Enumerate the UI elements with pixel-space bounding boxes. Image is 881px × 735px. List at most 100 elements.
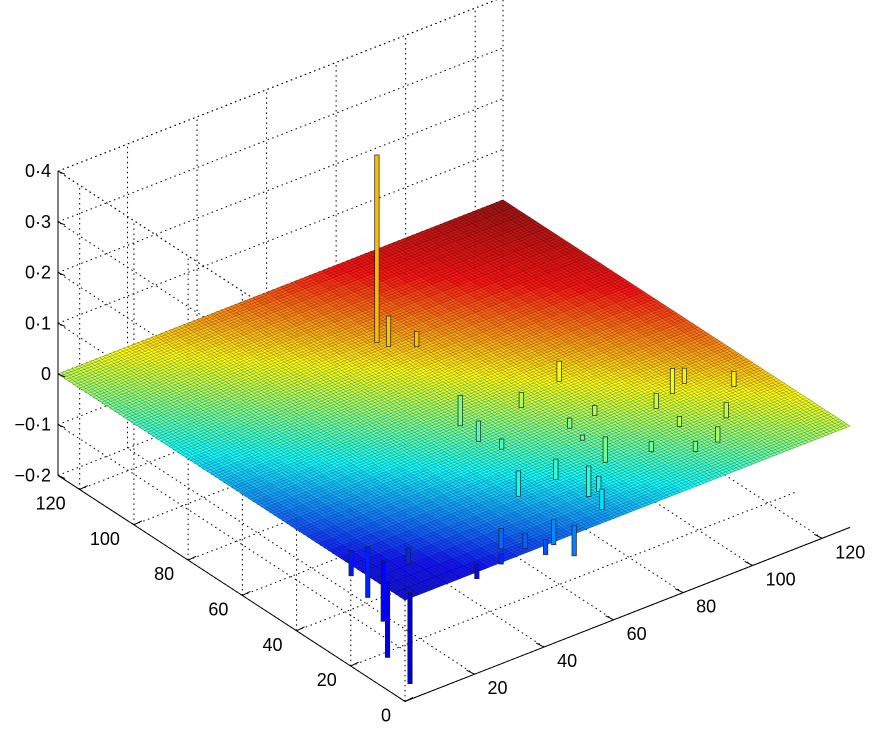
y-tick-label: 120 <box>36 494 66 514</box>
mesh-line <box>87 219 533 394</box>
mesh-line <box>147 258 593 433</box>
mesh-line <box>133 249 579 424</box>
mesh-line <box>204 295 650 470</box>
y-tick-label: 40 <box>263 635 283 655</box>
mesh-line <box>141 254 588 429</box>
mesh-line <box>367 252 715 480</box>
mesh-line <box>283 285 632 512</box>
mesh-line <box>93 222 539 398</box>
mesh-line <box>90 220 536 396</box>
mesh-line <box>499 201 847 428</box>
spike-bar <box>586 465 592 497</box>
mesh-line <box>98 226 544 401</box>
mesh-line <box>482 207 830 435</box>
mesh-line <box>398 240 746 467</box>
z-tick-label: 0·1 <box>25 313 51 333</box>
mesh-line <box>495 202 844 429</box>
x-tick-label: 20 <box>488 678 508 698</box>
mesh-line <box>57 199 504 375</box>
mesh-line <box>443 222 792 450</box>
x-tick-mark <box>744 561 753 566</box>
mesh-line <box>415 233 764 461</box>
mesh-line <box>332 266 680 493</box>
mesh-line <box>384 246 732 473</box>
mesh-line <box>412 235 760 462</box>
y-tick-label: 100 <box>90 529 120 549</box>
y-tick-label: 80 <box>154 564 174 584</box>
spike-bar <box>653 392 659 409</box>
mesh-line <box>182 281 628 456</box>
y-axis-ticks: 0 20 40 60 80 100 120 <box>36 485 414 725</box>
spike-bar <box>365 546 371 598</box>
spike-bar <box>571 525 577 557</box>
mesh-line <box>215 302 661 477</box>
spike-bar <box>498 528 504 550</box>
mesh-line <box>212 300 658 475</box>
mesh-line <box>304 277 652 504</box>
z-tick-label: 0 <box>41 364 51 384</box>
z-tick-label: −0·2 <box>14 465 51 485</box>
mesh-line <box>370 251 719 478</box>
spike-bar <box>348 550 354 577</box>
mesh-line <box>109 233 555 408</box>
mesh-line <box>79 213 525 389</box>
mesh-line <box>152 261 598 437</box>
mesh-line <box>71 208 517 384</box>
z-tick-mark <box>57 322 66 327</box>
mesh-line <box>190 286 636 461</box>
mesh-line <box>395 241 743 469</box>
mesh-line <box>447 221 795 448</box>
y-axis-line <box>57 474 406 702</box>
spike-bar <box>474 563 480 579</box>
spike-bar <box>602 436 608 463</box>
mesh-line <box>464 214 812 442</box>
spike-bar <box>374 154 380 343</box>
mesh-line <box>325 269 673 496</box>
mesh-line <box>185 282 631 458</box>
spike-bar <box>731 371 737 387</box>
y-tick-label: 60 <box>208 599 228 619</box>
mesh-line <box>207 296 653 472</box>
mesh-line <box>342 262 691 489</box>
spike-bar <box>457 395 463 427</box>
spike-bar <box>522 532 528 549</box>
mesh-line <box>231 312 677 488</box>
y-tick-label: 0 <box>381 705 391 725</box>
z-tick-mark <box>57 221 66 226</box>
spike-bar <box>515 470 521 497</box>
spike-bar <box>681 367 687 384</box>
z-tick-mark <box>57 272 66 277</box>
z-tick-label: 0·3 <box>25 212 51 232</box>
mesh-line <box>117 238 563 414</box>
mesh-line <box>478 209 826 436</box>
spike-bar <box>669 368 675 395</box>
right-wall-grid-line <box>57 0 498 172</box>
top-edge <box>57 0 498 172</box>
mesh-line <box>66 205 512 380</box>
mesh-line <box>160 266 607 442</box>
mesh-line <box>174 275 620 451</box>
mesh-line <box>381 247 729 474</box>
mesh-line <box>475 210 823 438</box>
mesh-line <box>85 217 531 392</box>
surface-mesh <box>57 199 851 601</box>
x-axis-line <box>404 526 851 702</box>
mesh-line <box>492 203 840 431</box>
z-tick-mark <box>57 424 66 429</box>
floor-grid-line <box>127 447 475 675</box>
y-tick-mark <box>187 555 197 561</box>
mesh-line <box>101 228 547 403</box>
x-tick-mark <box>535 642 545 648</box>
mesh-line <box>163 268 609 444</box>
x-tick-label: 60 <box>627 624 647 644</box>
mesh-line <box>290 282 639 510</box>
mesh-line <box>374 250 722 477</box>
mesh-line <box>422 231 771 458</box>
left-wall-grid-line <box>57 424 406 652</box>
mesh-line <box>228 311 674 486</box>
y-tick-mark <box>79 485 88 490</box>
spike-bar <box>499 438 505 450</box>
z-tick-label: 0·2 <box>25 263 51 283</box>
mesh-line <box>63 203 509 378</box>
